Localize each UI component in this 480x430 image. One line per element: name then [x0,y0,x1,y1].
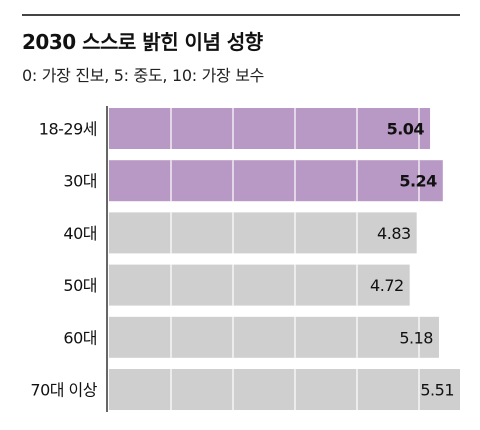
category-label: 70대 이상 [30,381,97,400]
bar-5 [109,369,460,410]
category-label: 18-29세 [39,120,97,139]
value-label: 5.51 [420,381,454,400]
value-label: 5.24 [399,172,437,191]
chart-subtitle: 0: 가장 진보, 5: 중도, 10: 가장 보수 [22,66,265,85]
category-label: 50대 [63,276,97,295]
value-label: 5.18 [399,328,433,347]
value-label: 4.83 [377,224,411,243]
category-label: 60대 [63,328,97,347]
value-label: 5.04 [387,120,425,139]
category-label: 40대 [63,224,97,243]
bar-2 [109,212,417,254]
category-label: 30대 [63,172,97,191]
bar-0 [109,108,431,149]
bar-3 [109,264,410,306]
value-label: 4.72 [370,276,404,295]
bar-1 [109,160,443,202]
top-rule [22,14,460,16]
chart-title: 2030 스스로 밝힌 이념 성향 [22,30,263,54]
bar-4 [109,316,439,358]
